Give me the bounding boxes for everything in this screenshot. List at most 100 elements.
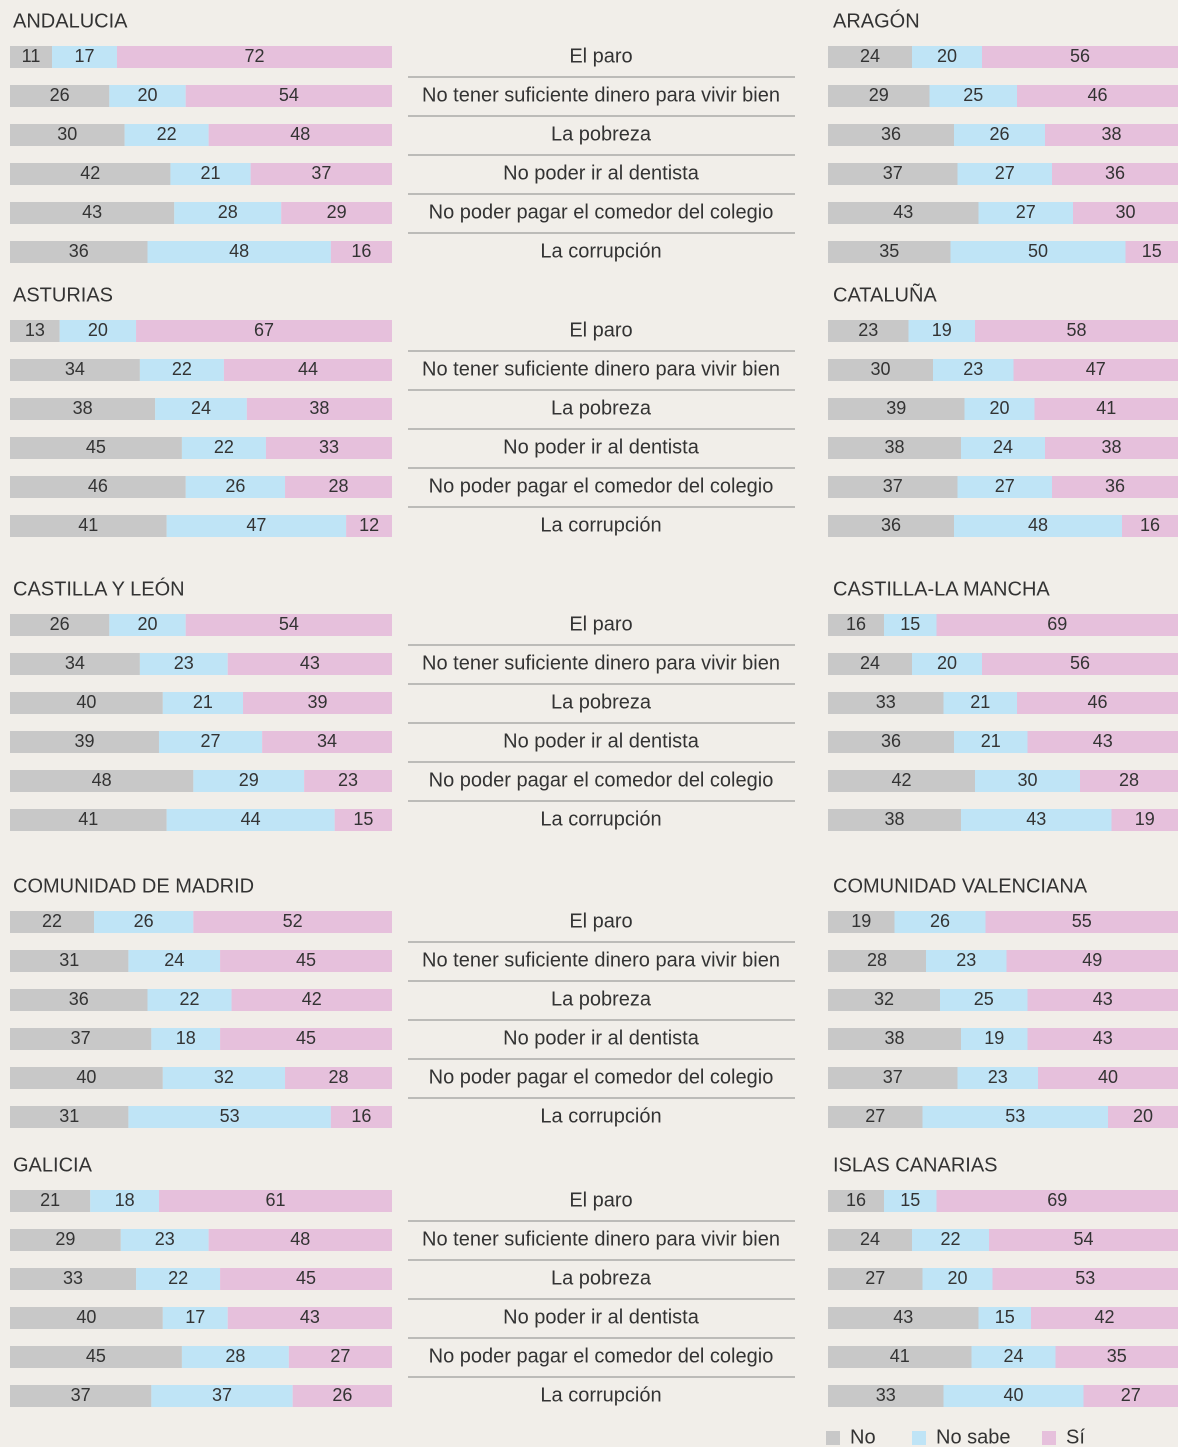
bar-segment [10, 85, 110, 107]
value-label: 47 [246, 515, 266, 535]
value-label: 21 [981, 731, 1001, 751]
value-label: 18 [115, 1190, 135, 1210]
value-label: 38 [73, 398, 93, 418]
bar-segment [985, 911, 1178, 933]
value-label: 38 [884, 809, 904, 829]
value-label: 23 [988, 1067, 1008, 1087]
value-label: 54 [279, 614, 299, 634]
bar-segment [828, 163, 958, 185]
bar-segment [181, 1346, 289, 1368]
value-label: 25 [974, 989, 994, 1009]
bar-segment [943, 692, 1017, 714]
value-label: 56 [1070, 653, 1090, 673]
value-label: 40 [76, 1067, 96, 1087]
bar-segment [185, 85, 392, 107]
bar-segment [10, 1307, 163, 1329]
bar-segment [334, 809, 392, 831]
value-label: 27 [865, 1106, 885, 1126]
category-label: La pobreza [551, 988, 652, 1010]
bar-segment [828, 1229, 912, 1251]
value-label: 36 [881, 731, 901, 751]
value-label: 61 [265, 1190, 285, 1210]
bar-segment [151, 1028, 221, 1050]
bar-segment [1125, 241, 1178, 263]
bar-segment [954, 124, 1045, 146]
bar-segment [828, 1268, 923, 1290]
value-label: 43 [82, 202, 102, 222]
bar-segment [828, 1190, 884, 1212]
category-label: El paro [569, 910, 632, 932]
panel-title: CASTILLA-LA MANCHA [833, 578, 1050, 600]
legend-label: Sí [1066, 1426, 1085, 1447]
bar-segment [128, 1106, 331, 1128]
value-label: 21 [40, 1190, 60, 1210]
bar-segment [10, 1385, 152, 1407]
category-label: No poder pagar el comedor del colegio [429, 769, 774, 791]
bar-segment [828, 1346, 972, 1368]
bar-segment [158, 731, 263, 753]
bar-segment [94, 911, 194, 933]
value-label: 22 [168, 1268, 188, 1288]
value-label: 20 [937, 653, 957, 673]
category-label: El paro [569, 613, 632, 635]
bar-segment [954, 515, 1122, 537]
value-label: 20 [88, 320, 108, 340]
value-label: 22 [157, 124, 177, 144]
value-label: 50 [1028, 241, 1048, 261]
value-label: 29 [327, 202, 347, 222]
value-label: 27 [330, 1346, 350, 1366]
value-label: 44 [241, 809, 261, 829]
category-label: No poder pagar el comedor del colegio [429, 1345, 774, 1367]
value-label: 20 [1133, 1106, 1153, 1126]
value-label: 35 [879, 241, 899, 261]
value-label: 48 [290, 124, 310, 144]
value-label: 72 [244, 46, 264, 66]
bar-segment [828, 911, 895, 933]
bar-segment [943, 1385, 1084, 1407]
bar-segment [10, 437, 182, 459]
bar-segment [933, 359, 1014, 381]
bar-segment [828, 653, 912, 675]
value-label: 31 [59, 950, 79, 970]
bar-segment [828, 692, 944, 714]
bar-segment [912, 46, 982, 68]
value-label: 24 [993, 437, 1013, 457]
value-label: 26 [332, 1385, 352, 1405]
value-label: 21 [970, 692, 990, 712]
value-label: 16 [1140, 515, 1160, 535]
bar-segment [166, 515, 347, 537]
legend-swatch [912, 1431, 926, 1445]
value-label: 36 [1105, 163, 1125, 183]
value-label: 24 [860, 46, 880, 66]
panel-title: ISLAS CANARIAS [833, 1154, 998, 1176]
value-label: 13 [25, 320, 45, 340]
value-label: 19 [851, 911, 871, 931]
category-label: No tener suficiente dinero para vivir bi… [422, 1228, 780, 1250]
value-label: 36 [881, 515, 901, 535]
bar-segment [950, 241, 1126, 263]
bar-segment [151, 1385, 293, 1407]
value-label: 37 [883, 476, 903, 496]
bar-segment [139, 653, 228, 675]
value-label: 42 [302, 989, 322, 1009]
value-label: 55 [1072, 911, 1092, 931]
bar-segment [954, 731, 1028, 753]
value-label: 24 [164, 950, 184, 970]
category-label: No tener suficiente dinero para vivir bi… [422, 84, 780, 106]
value-label: 44 [298, 359, 318, 379]
bar-segment [10, 614, 110, 636]
value-label: 49 [1082, 950, 1102, 970]
bar-segment [10, 1268, 137, 1290]
bar-segment [10, 809, 167, 831]
bar-segment [1111, 809, 1178, 831]
value-label: 26 [989, 124, 1009, 144]
bar-segment [961, 809, 1112, 831]
bar-segment [957, 1067, 1038, 1089]
bar-segment [992, 1268, 1178, 1290]
panel-title: CATALUÑA [833, 282, 937, 306]
bar-segment [1034, 398, 1178, 420]
bar-segment [288, 1346, 392, 1368]
value-label: 45 [296, 950, 316, 970]
bar-segment [10, 989, 148, 1011]
value-label: 27 [1121, 1385, 1141, 1405]
